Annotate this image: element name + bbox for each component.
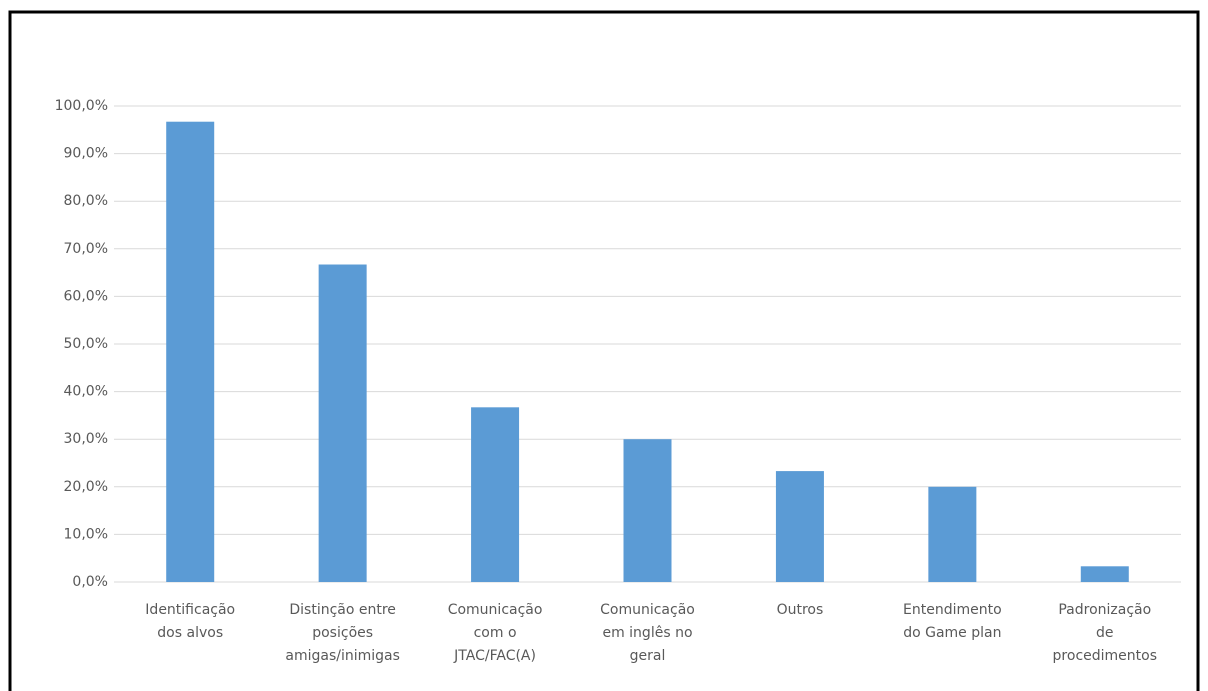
y-tick-label: 70,0% xyxy=(64,241,108,257)
x-tick-label: Distinção entre posições amigas/inimigas xyxy=(285,602,400,664)
x-tick-label: Entendimento do Game plan xyxy=(903,602,1002,641)
y-tick-label: 20,0% xyxy=(64,479,108,495)
bar xyxy=(318,264,367,582)
y-tick-label: 30,0% xyxy=(64,431,108,447)
x-tick-label: Padronização de procedimentos xyxy=(1053,602,1157,664)
x-tick-label: Outros xyxy=(777,602,824,618)
bar xyxy=(1080,566,1129,582)
y-tick-label: 100,0% xyxy=(55,98,108,114)
x-tick-label: Comunicação com o JTAC/FAC(A) xyxy=(448,602,543,664)
y-tick-label: 80,0% xyxy=(64,193,108,209)
x-tick-label: Comunicação em inglês no geral xyxy=(600,602,695,664)
y-tick-label: 90,0% xyxy=(64,146,108,162)
bar xyxy=(623,439,672,582)
chart-frame xyxy=(8,10,1200,691)
y-tick-label: 10,0% xyxy=(64,526,108,542)
bar xyxy=(471,407,520,582)
y-tick-label: 40,0% xyxy=(64,384,108,400)
x-tick-label: Identificação dos alvos xyxy=(145,602,235,641)
y-tick-label: 60,0% xyxy=(64,288,108,304)
bar xyxy=(775,471,824,582)
bar xyxy=(928,486,977,582)
y-tick-label: 0,0% xyxy=(72,574,108,590)
y-tick-label: 50,0% xyxy=(64,336,108,352)
bar xyxy=(166,121,215,582)
